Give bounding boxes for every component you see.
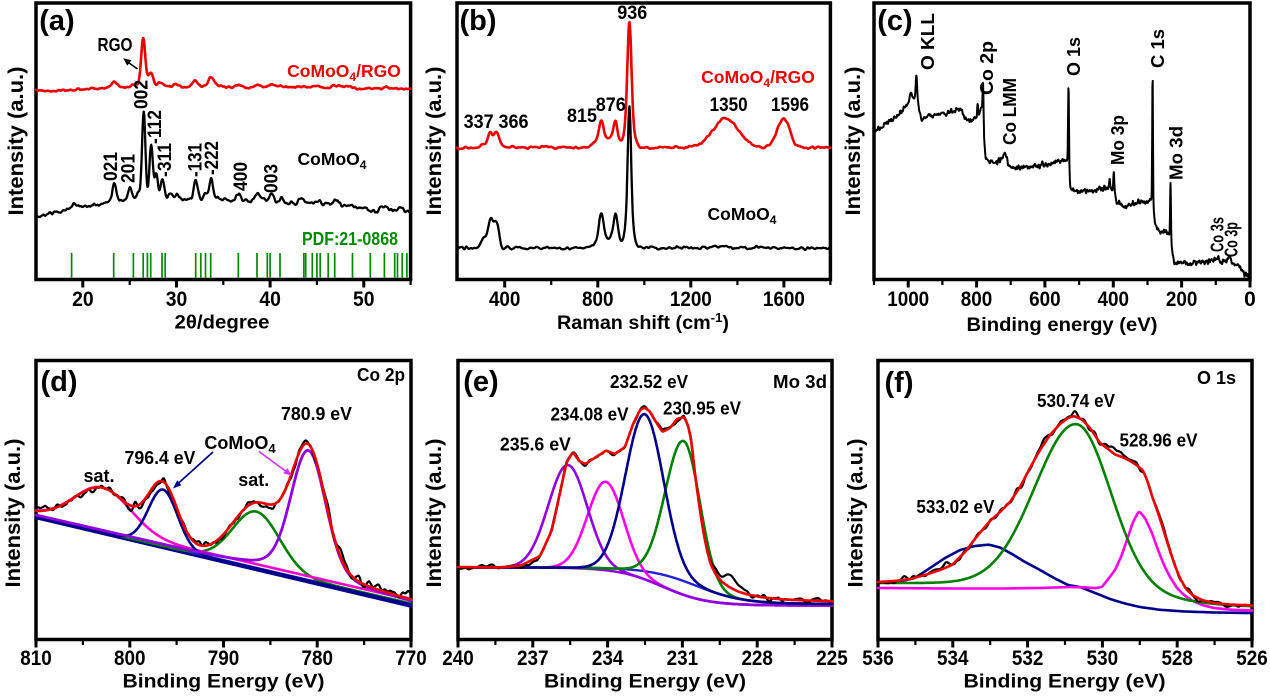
svg-text:532: 532 bbox=[1012, 647, 1044, 670]
svg-text:(d): (d) bbox=[40, 366, 77, 398]
svg-text:Intensity (a.u.): Intensity (a.u.) bbox=[845, 439, 868, 588]
svg-text:Co LMM: Co LMM bbox=[1000, 78, 1020, 145]
svg-text:Binding Energy (eV): Binding Energy (eV) bbox=[964, 671, 1166, 693]
svg-text:201: 201 bbox=[118, 154, 140, 183]
svg-text:800: 800 bbox=[582, 288, 614, 311]
svg-text:600: 600 bbox=[1029, 288, 1061, 311]
svg-text:Intensity (a.u.): Intensity (a.u.) bbox=[423, 439, 446, 588]
svg-text:(c): (c) bbox=[877, 5, 912, 37]
svg-text:Co 3s: Co 3s bbox=[1208, 217, 1228, 252]
svg-text:Intensity (a.u.): Intensity (a.u.) bbox=[2, 439, 25, 588]
svg-text:400: 400 bbox=[1098, 288, 1130, 311]
svg-text:2θ/degree: 2θ/degree bbox=[175, 312, 270, 334]
svg-text:200: 200 bbox=[1166, 288, 1198, 311]
svg-text:CoMoO4/RGO: CoMoO4/RGO bbox=[701, 67, 815, 90]
svg-text:Intensity (a.u.): Intensity (a.u.) bbox=[5, 67, 28, 216]
svg-text:231: 231 bbox=[667, 647, 699, 670]
svg-text:526: 526 bbox=[1236, 647, 1268, 670]
svg-text:337: 337 bbox=[464, 111, 494, 133]
svg-text:400: 400 bbox=[489, 288, 521, 311]
svg-text:Mo 3d: Mo 3d bbox=[1167, 126, 1187, 180]
svg-text:003: 003 bbox=[261, 164, 283, 193]
svg-text:770: 770 bbox=[395, 647, 427, 670]
svg-text:002: 002 bbox=[131, 80, 153, 109]
svg-text:Intensity (a.u.): Intensity (a.u.) bbox=[423, 67, 446, 216]
svg-text:(e): (e) bbox=[463, 366, 498, 398]
svg-text:815: 815 bbox=[567, 105, 597, 127]
svg-text:528: 528 bbox=[1161, 647, 1193, 670]
svg-text:-222: -222 bbox=[201, 141, 223, 175]
svg-text:50: 50 bbox=[353, 288, 375, 311]
svg-text:800: 800 bbox=[114, 647, 146, 670]
svg-text:40: 40 bbox=[259, 288, 281, 311]
svg-text:CoMoO4: CoMoO4 bbox=[298, 149, 367, 172]
svg-text:Co 2p: Co 2p bbox=[357, 364, 405, 385]
svg-text:1200: 1200 bbox=[670, 288, 712, 311]
svg-text:-112: -112 bbox=[144, 110, 166, 144]
svg-text:225: 225 bbox=[816, 647, 848, 670]
svg-text:530: 530 bbox=[1087, 647, 1119, 670]
svg-text:20: 20 bbox=[72, 288, 94, 311]
svg-text:232.52 eV: 232.52 eV bbox=[610, 372, 688, 392]
svg-text:234.08 eV: 234.08 eV bbox=[551, 405, 629, 425]
svg-text:228: 228 bbox=[741, 647, 773, 670]
svg-text:sat.: sat. bbox=[84, 466, 115, 486]
svg-text:O 1s: O 1s bbox=[1064, 37, 1084, 76]
svg-text:876: 876 bbox=[596, 94, 626, 116]
svg-text:240: 240 bbox=[442, 647, 474, 670]
svg-text:536: 536 bbox=[862, 647, 894, 670]
svg-text:Raman shift (cm-1): Raman shift (cm -1) bbox=[557, 310, 729, 334]
svg-text:796.4 eV: 796.4 eV bbox=[125, 448, 196, 468]
svg-text:O KLL: O KLL bbox=[918, 13, 938, 70]
svg-text:RGO: RGO bbox=[98, 35, 133, 55]
svg-text:Mo 3p: Mo 3p bbox=[1108, 115, 1128, 165]
svg-text:810: 810 bbox=[20, 647, 52, 670]
svg-text:533.02 eV: 533.02 eV bbox=[916, 497, 994, 517]
svg-text:O 1s: O 1s bbox=[1197, 367, 1236, 388]
svg-text:(f): (f) bbox=[885, 367, 914, 399]
svg-text:(a): (a) bbox=[39, 5, 74, 37]
svg-text:Binding Energy (eV): Binding Energy (eV) bbox=[544, 671, 746, 693]
svg-text:Binding energy (eV): Binding energy (eV) bbox=[967, 314, 1158, 336]
svg-text:CoMoO4: CoMoO4 bbox=[708, 204, 777, 227]
svg-text:366: 366 bbox=[499, 111, 529, 133]
svg-text:534: 534 bbox=[937, 647, 969, 670]
svg-text:Co 3p: Co 3p bbox=[1222, 222, 1242, 257]
svg-text:530.74 eV: 530.74 eV bbox=[1037, 391, 1115, 411]
svg-text:790: 790 bbox=[208, 647, 240, 670]
svg-text:Intensity (a.u.): Intensity (a.u.) bbox=[842, 67, 865, 216]
svg-text:234: 234 bbox=[592, 647, 624, 670]
svg-text:CoMoO4/RGO: CoMoO4/RGO bbox=[287, 61, 401, 84]
svg-text:C 1s: C 1s bbox=[1148, 29, 1168, 68]
svg-text:235.6 eV: 235.6 eV bbox=[500, 435, 571, 455]
svg-text:PDF:21-0868: PDF:21-0868 bbox=[302, 229, 398, 249]
svg-text:800: 800 bbox=[961, 288, 993, 311]
svg-text:528.96 eV: 528.96 eV bbox=[1120, 431, 1198, 451]
svg-text:0: 0 bbox=[1244, 288, 1256, 311]
svg-text:021: 021 bbox=[100, 152, 122, 181]
svg-text:Mo 3d: Mo 3d bbox=[773, 371, 827, 392]
svg-text:1600: 1600 bbox=[763, 288, 805, 311]
svg-text:-131: -131 bbox=[185, 143, 207, 177]
svg-text:(b): (b) bbox=[459, 5, 496, 37]
svg-text:30: 30 bbox=[166, 288, 188, 311]
svg-text:1000: 1000 bbox=[887, 288, 929, 311]
svg-text:780.9 eV: 780.9 eV bbox=[281, 404, 352, 424]
svg-text:1596: 1596 bbox=[771, 94, 809, 116]
svg-text:-311: -311 bbox=[154, 143, 176, 177]
svg-text:780: 780 bbox=[302, 647, 334, 670]
svg-text:sat.: sat. bbox=[238, 470, 269, 490]
svg-text:936: 936 bbox=[617, 2, 647, 24]
svg-text:1350: 1350 bbox=[710, 94, 748, 116]
svg-text:400: 400 bbox=[230, 162, 252, 191]
svg-text:Binding Energy (eV): Binding Energy (eV) bbox=[123, 671, 325, 693]
svg-text:Co 2p: Co 2p bbox=[977, 41, 997, 95]
svg-text:237: 237 bbox=[517, 647, 549, 670]
svg-text:CoMoO4: CoMoO4 bbox=[204, 433, 276, 456]
svg-text:230.95 eV: 230.95 eV bbox=[663, 399, 741, 419]
